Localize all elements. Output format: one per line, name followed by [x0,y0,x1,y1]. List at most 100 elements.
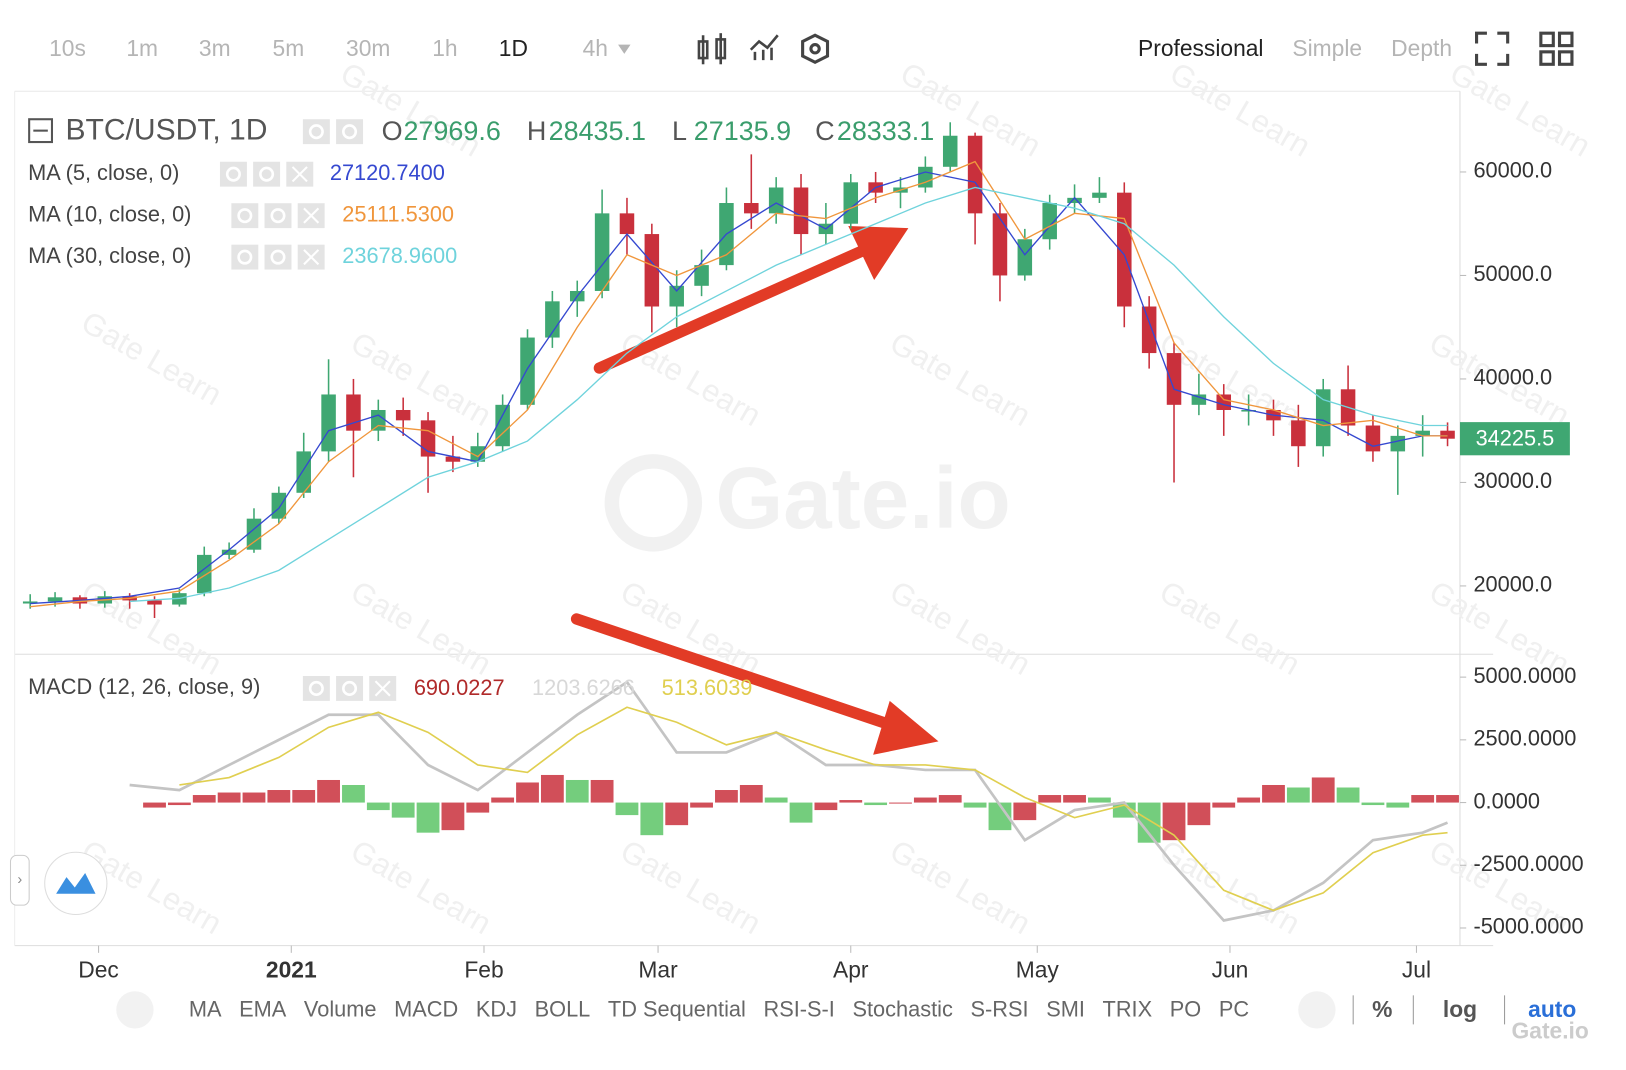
mode-button[interactable]: Depth [1391,35,1452,61]
scroll-right[interactable] [1298,991,1336,1029]
interval-button[interactable]: 5m [273,35,305,61]
icon-glyph [291,166,308,183]
histogram-bar [1013,802,1037,821]
indicator-button[interactable]: Volume [304,997,377,1022]
ohlc-label: O [382,116,403,146]
indicator-button[interactable]: PO [1170,997,1201,1022]
indicator-button[interactable]: KDJ [476,997,517,1022]
histogram-bar [988,802,1012,831]
x-tick-label: May [1016,957,1060,983]
histogram-bar [292,790,316,803]
y-tick-label: -5000.0000 [1473,914,1583,939]
histogram-bar [889,802,912,804]
histogram-bar [416,802,440,833]
indicator-button[interactable]: S-RSI [971,997,1029,1022]
candle-body [793,187,809,235]
indicator-button[interactable]: PC [1219,997,1249,1022]
ohlc-label: L [672,116,687,146]
settings-icon[interactable] [801,33,830,64]
histogram-bar [317,779,340,803]
indicator-button[interactable]: SMI [1046,997,1085,1022]
icon-box [302,119,330,145]
indicator-button[interactable]: TRIX [1103,997,1153,1022]
icon-box [264,203,292,229]
indicator-button[interactable]: BOLL [535,997,591,1022]
scale-button[interactable]: log [1443,996,1477,1022]
candle-body [321,394,336,452]
settings-icon[interactable] [336,119,364,145]
layout-icon[interactable] [1539,31,1574,66]
histogram-bar [1436,795,1459,803]
scale-button[interactable]: auto [1528,996,1576,1022]
visibility-icon[interactable] [302,676,330,701]
histogram-bar [1237,797,1261,803]
interval-button[interactable]: 3m [199,35,231,61]
histogram-bar [1386,802,1410,808]
remove-icon[interactable] [297,203,325,229]
indicator-button[interactable]: TD Sequential [608,997,746,1022]
visibility-icon[interactable] [219,161,247,187]
indicator-button[interactable]: Stochastic [852,997,953,1022]
mode-button[interactable]: Professional [1138,35,1263,61]
fullscreen-icon[interactable] [1475,31,1510,66]
ohlc-value: 27135.9 [694,116,791,146]
settings-icon[interactable] [264,244,292,270]
remove-icon[interactable] [286,161,314,187]
interval-button[interactable]: 30m [346,35,390,61]
interval-button[interactable]: 1h [432,35,457,61]
candle-body [1166,353,1182,405]
candle-body [520,337,535,405]
annotation-arrows [570,226,939,755]
histogram-bar [739,784,763,803]
indicator-button[interactable]: RSI-S-I [763,997,834,1022]
interval-button[interactable]: 4h [583,35,608,61]
dropdown-caret [618,44,631,54]
watermark-logo [604,454,703,552]
remove-icon[interactable] [297,244,325,270]
settings-icon[interactable] [336,676,364,701]
histogram-bar [938,795,962,803]
histogram-bar [192,795,216,803]
candle-body [147,600,162,605]
indicator-button[interactable]: MA [189,997,222,1022]
scale-button[interactable]: % [1372,996,1392,1022]
icon-box [302,676,330,701]
settings-icon[interactable] [253,161,281,187]
icon-glyph [342,680,358,696]
histogram-bar [1336,787,1360,803]
chart-type-icon[interactable] [697,33,727,65]
settings-icon[interactable] [264,203,292,229]
collapse-icon[interactable] [28,118,54,144]
candle-body [768,187,784,214]
indicator-button[interactable]: EMA [239,997,287,1022]
svg-text:›: › [17,872,22,888]
candle-body [992,213,1008,276]
visibility-icon[interactable] [302,119,330,145]
interval-button[interactable]: 10s [49,35,86,61]
side-tab[interactable]: › [9,854,30,906]
candle-body [420,420,436,457]
indicator-button[interactable]: MACD [394,997,458,1022]
watermark-group: Gate.io [604,450,1011,552]
last-price-tag [1459,422,1570,456]
arrow-down-head [873,700,939,755]
candle-body [1216,394,1232,410]
candle-body [1291,420,1306,447]
remove-icon[interactable] [369,676,397,701]
scroll-left[interactable] [116,991,154,1029]
interval-button[interactable]: 1D [499,35,528,61]
histogram-bar [217,792,241,803]
drawing-tools-button[interactable] [44,851,108,915]
indicators-icon[interactable] [749,34,779,61]
visibility-icon[interactable] [231,203,259,229]
mode-button[interactable]: Simple [1292,35,1362,61]
visibility-icon[interactable] [231,244,259,270]
candle-body [371,409,386,431]
histogram-bar [491,797,515,803]
ma-line [30,160,1448,608]
brand: Gate.io [1512,1018,1589,1044]
interval-button[interactable]: 1m [126,35,158,61]
